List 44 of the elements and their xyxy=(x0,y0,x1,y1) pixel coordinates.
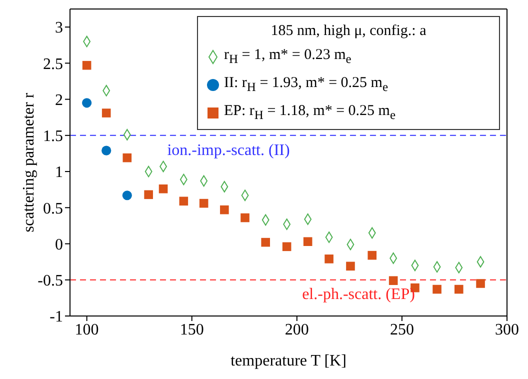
legend-label: II: r$_{H}$ = 1.93, m* = 0.25 m$_{e}$ xyxy=(224,74,388,96)
ref-line-label: el.-ph.-scatt. (EP) xyxy=(302,286,415,304)
point xyxy=(82,98,92,108)
y-tick-label: -0.5 xyxy=(38,272,63,290)
point xyxy=(122,190,132,200)
x-tick-label: 200 xyxy=(284,321,309,338)
point xyxy=(220,205,229,214)
y-tick-label: -1 xyxy=(50,308,63,326)
y-axis-title: scattering parameter r xyxy=(20,92,38,232)
y-tick-label: 1.5 xyxy=(43,128,63,146)
point xyxy=(199,198,208,208)
x-axis-title: temperature T [K] xyxy=(230,352,346,370)
point xyxy=(388,276,398,286)
x-tick-label: 150 xyxy=(180,321,204,338)
point xyxy=(303,237,312,246)
legend-label: EP: r$_{H}$ = 1.18, m* = 0.25 m$_{e}$ xyxy=(224,102,396,124)
point xyxy=(144,190,153,200)
point xyxy=(454,284,464,294)
y-tick-label: 2 xyxy=(55,92,63,109)
y-tick-label: 2.5 xyxy=(43,56,63,73)
x-tick-label: 250 xyxy=(390,321,414,338)
y-tick-label: 3 xyxy=(55,20,63,37)
point xyxy=(102,108,111,118)
legend-title: 185 nm, high μ, config.: a xyxy=(270,22,428,41)
point xyxy=(82,60,92,70)
point xyxy=(368,250,377,260)
point xyxy=(158,184,168,194)
ref-line-label: ion.-imp.-scatt. (II) xyxy=(167,142,290,159)
legend-label: r$_{H}$ = 1, m* = 0.23 m$_{e}$ xyxy=(224,46,352,68)
x-tick-label: 100 xyxy=(74,321,99,338)
point xyxy=(346,262,355,271)
y-tick-label: 0 xyxy=(55,236,63,254)
y-tick-label: 0.5 xyxy=(43,200,63,218)
point xyxy=(282,242,292,252)
point xyxy=(432,284,442,294)
point xyxy=(476,279,485,288)
point xyxy=(324,254,334,264)
point xyxy=(261,238,270,247)
point xyxy=(122,153,132,162)
point xyxy=(179,196,188,206)
x-tick-label: 300 xyxy=(495,321,519,338)
y-tick-label: 1 xyxy=(55,164,63,182)
point xyxy=(240,213,250,222)
point xyxy=(102,146,112,156)
